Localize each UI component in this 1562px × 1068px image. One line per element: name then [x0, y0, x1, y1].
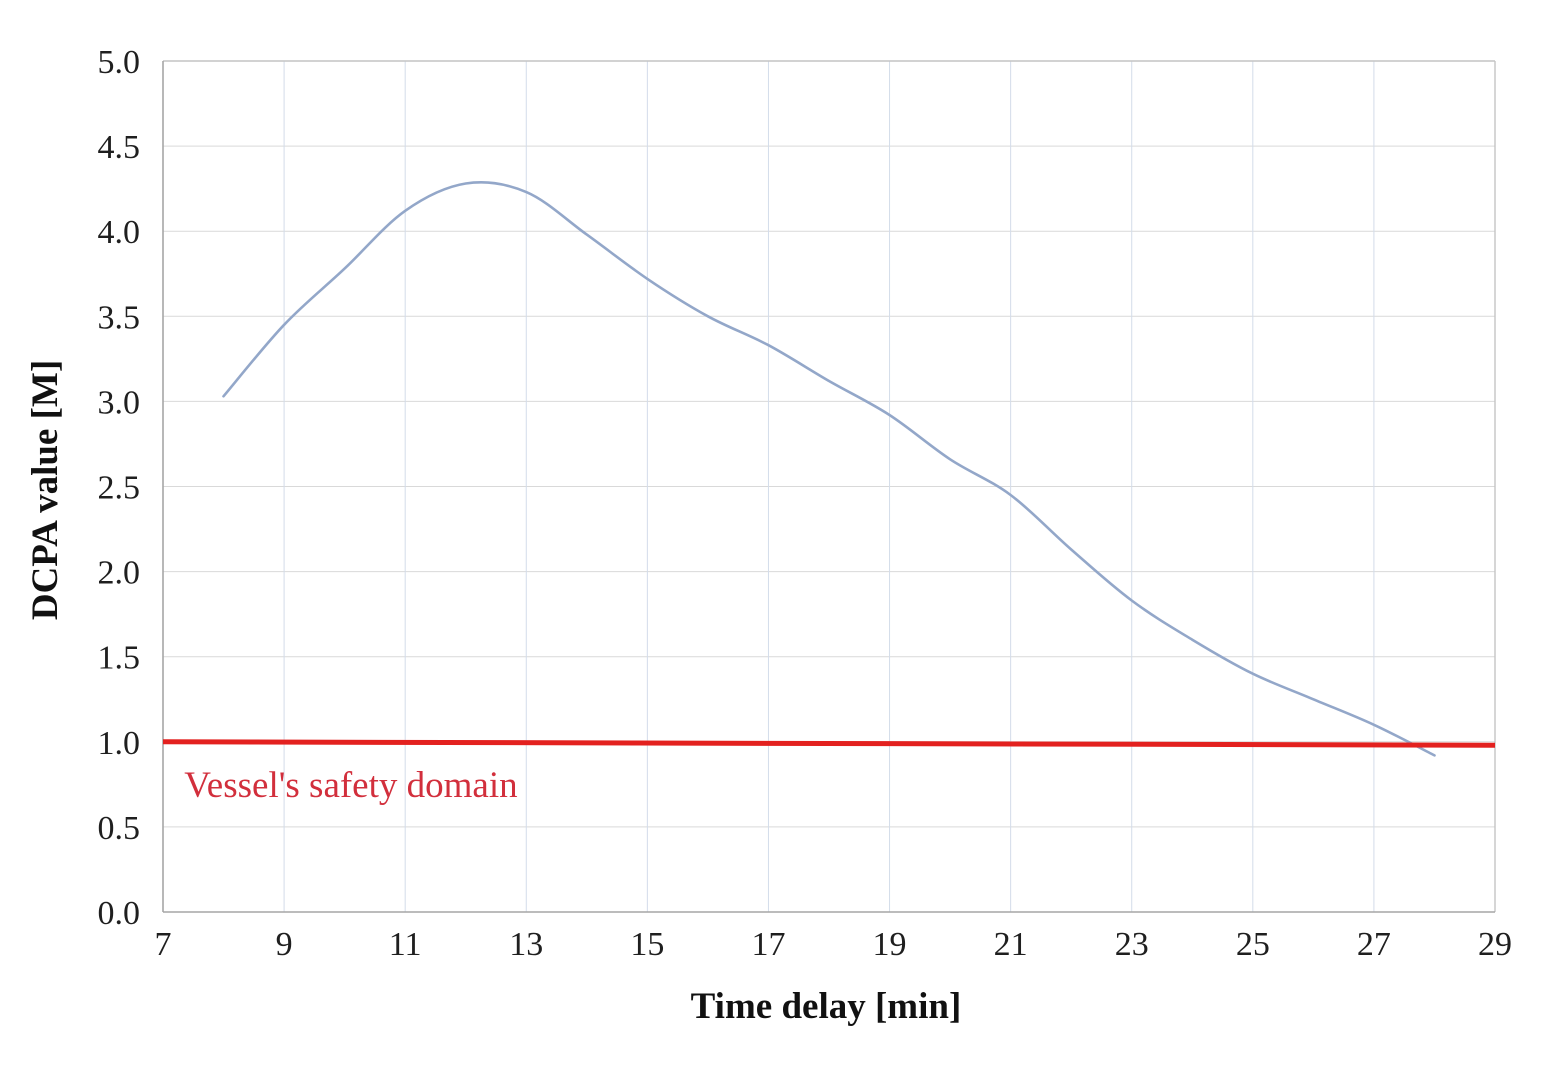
- y-tick-label: 1.5: [98, 640, 141, 677]
- x-tick-label: 21: [994, 926, 1028, 963]
- x-tick-label: 23: [1115, 926, 1149, 963]
- y-tick-label: 0.5: [98, 810, 141, 847]
- x-tick-label: 7: [155, 926, 172, 963]
- y-axis-title: DCPA value [M]: [25, 360, 66, 620]
- y-tick-label: 1.0: [98, 725, 141, 762]
- y-tick-label: 3.5: [98, 299, 141, 336]
- x-tick-label: 27: [1357, 926, 1391, 963]
- x-tick-label: 25: [1236, 926, 1270, 963]
- safety-domain-line: [162, 739, 1496, 748]
- plot-border: [162, 60, 1496, 913]
- x-axis-tick-labels: 7 9 11 13 15 17 19 21 23 25 27 29: [155, 926, 1513, 963]
- x-tick-label: 29: [1478, 926, 1512, 963]
- y-tick-label: 2.0: [98, 555, 141, 592]
- y-tick-label: 4.0: [98, 214, 141, 251]
- x-axis-title: Time delay [min]: [691, 986, 962, 1027]
- x-tick-label: 9: [276, 926, 293, 963]
- x-tick-label: 19: [873, 926, 907, 963]
- y-tick-label: 4.5: [98, 129, 141, 166]
- y-tick-label: 5.0: [98, 44, 141, 81]
- y-tick-label: 0.0: [98, 895, 141, 932]
- y-tick-label: 2.5: [98, 470, 141, 507]
- y-axis-tick-labels: 0.0 0.5 1.0 1.5 2.0 2.5 3.0 3.5 4.0 4.5 5.0: [98, 44, 141, 932]
- dcpa-curve-line: [222, 181, 1436, 757]
- x-tick-label: 17: [751, 926, 785, 963]
- x-tick-label: 15: [630, 926, 664, 963]
- safety-domain-label: Vessel's safety domain: [184, 765, 517, 806]
- x-tick-label: 13: [509, 926, 543, 963]
- x-tick-label: 11: [389, 926, 422, 963]
- y-tick-label: 3.0: [98, 384, 141, 421]
